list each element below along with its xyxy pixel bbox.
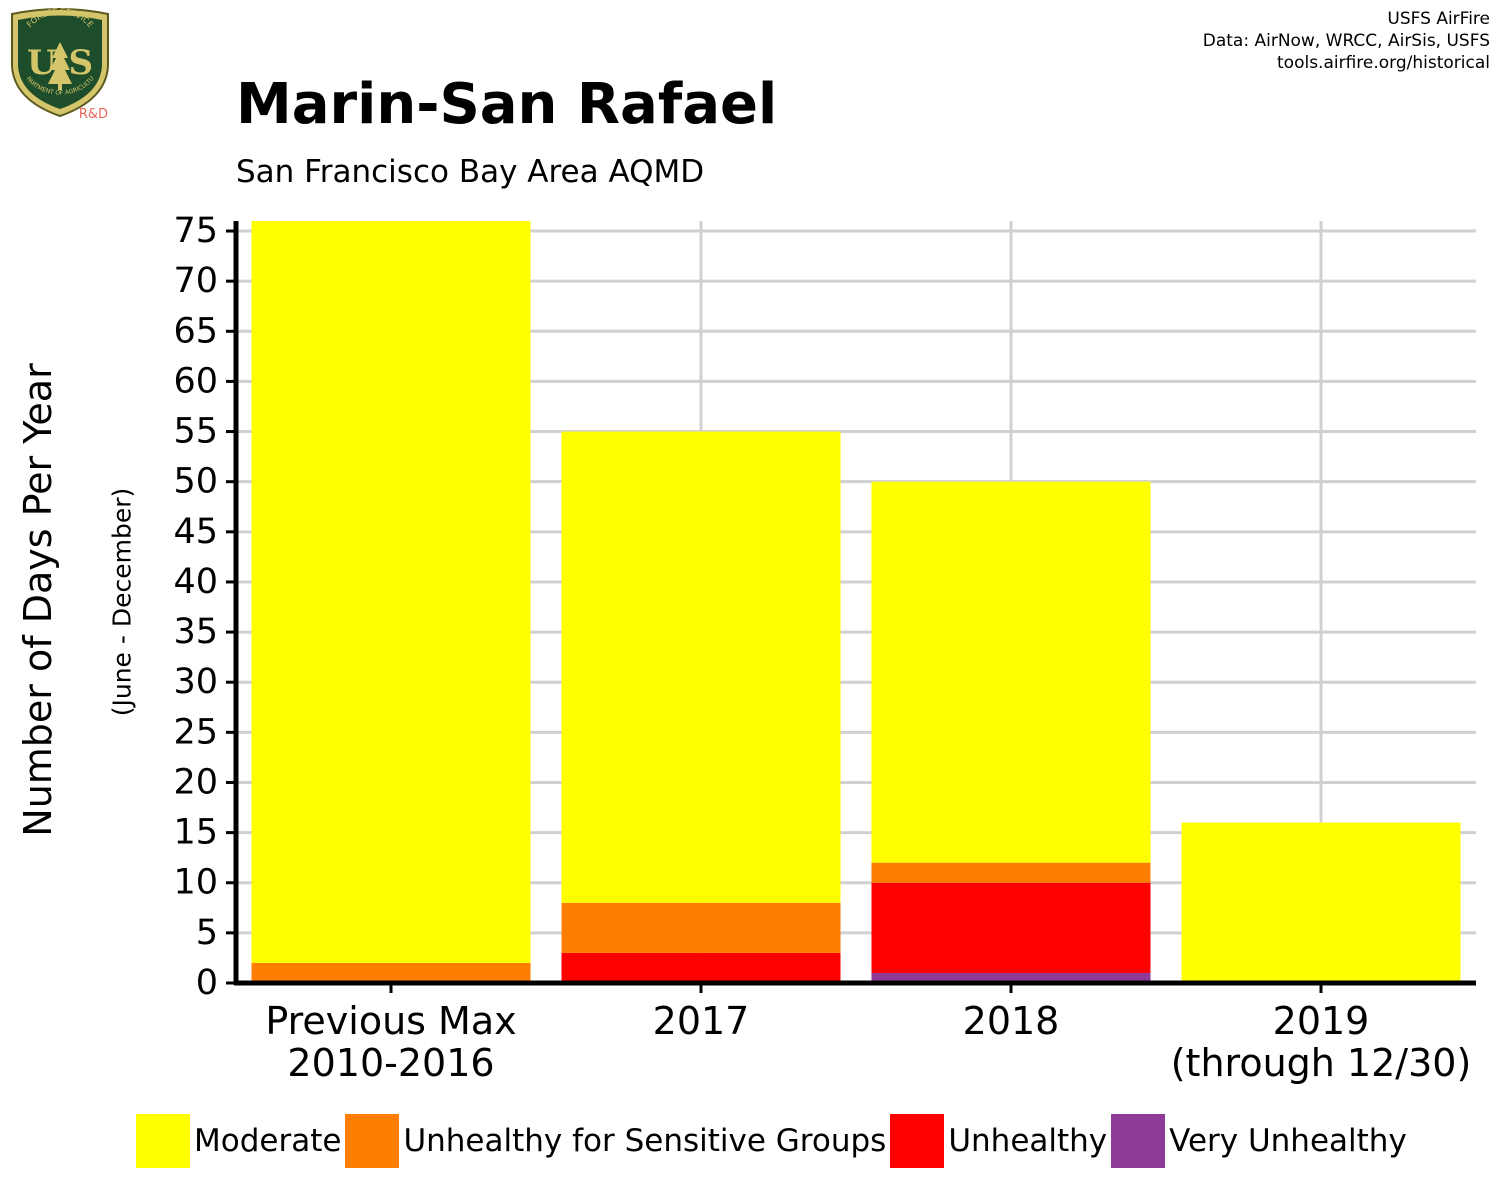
bar-segment: [251, 962, 531, 983]
bar-segment: [871, 481, 1151, 863]
bar-segment: [561, 431, 841, 903]
legend-item: Very Unhealthy: [1111, 1114, 1407, 1168]
credits-line-1: USFS AirFire: [1387, 9, 1490, 29]
logo-rd: R&D: [79, 107, 108, 120]
credits-line-3: tools.airfire.org/historical: [1277, 53, 1490, 73]
y-tick-label: 55: [173, 412, 218, 452]
legend-label: Unhealthy: [948, 1123, 1108, 1159]
bar-segment: [871, 862, 1151, 883]
credits: USFS AirFire Data: AirNow, WRCC, AirSis,…: [1203, 8, 1490, 74]
bar-segment: [561, 952, 841, 983]
x-tick-label: Previous Max 2010-2016: [265, 999, 516, 1085]
usfs-shield-logo: FOREST SERVICE U S DEPARTMENT OF AGRICUL…: [8, 8, 109, 120]
y-tick-label: 30: [173, 662, 218, 702]
y-tick-label: 70: [173, 261, 218, 301]
x-tick-label: 2018: [963, 999, 1060, 1043]
bar-segment: [871, 882, 1151, 973]
bar-segment: [561, 902, 841, 953]
legend-label: Very Unhealthy: [1169, 1123, 1407, 1159]
legend-swatch: [345, 1114, 400, 1168]
bar-segment: [1181, 822, 1461, 983]
legend: Moderate Unhealthy for Sensitive Groups Un…: [136, 1114, 1411, 1168]
y-tick-label: 40: [173, 562, 218, 602]
x-tick-label: 2017: [653, 999, 750, 1043]
legend-swatch: [136, 1114, 190, 1168]
y-tick-label: 50: [173, 462, 218, 502]
y-tick-label: 75: [173, 211, 218, 251]
legend-label: Unhealthy for Sensitive Groups: [403, 1123, 887, 1159]
y-tick-label: 60: [173, 361, 218, 401]
legend-label: Moderate: [194, 1123, 342, 1159]
y-tick-label: 35: [173, 612, 218, 652]
y-tick-label: 5: [196, 913, 218, 953]
y-tick-label: 15: [173, 813, 218, 853]
y-tick-label: 10: [173, 863, 218, 903]
legend-item: Unhealthy for Sensitive Groups: [345, 1114, 886, 1168]
tree-icon: [48, 42, 72, 84]
bar-segment: [871, 972, 1151, 983]
y-tick-label: 20: [173, 762, 218, 802]
legend-item: Moderate: [136, 1114, 341, 1168]
chart-title: Marin-San Rafael: [236, 72, 778, 137]
x-tick-label: 2019 (through 12/30): [1171, 999, 1472, 1085]
legend-item: Unhealthy: [890, 1114, 1107, 1168]
y-tick-label: 65: [173, 311, 218, 351]
legend-swatch: [1111, 1114, 1166, 1168]
y-tick-label: 45: [173, 512, 218, 552]
legend-swatch: [890, 1114, 945, 1168]
credits-line-2: Data: AirNow, WRCC, AirSis, USFS: [1202, 31, 1490, 51]
y-tick-label: 0: [196, 963, 218, 1003]
chart-subtitle: San Francisco Bay Area AQMD: [236, 154, 705, 190]
bar-segment: [251, 221, 531, 963]
y-tick-label: 25: [173, 712, 218, 752]
